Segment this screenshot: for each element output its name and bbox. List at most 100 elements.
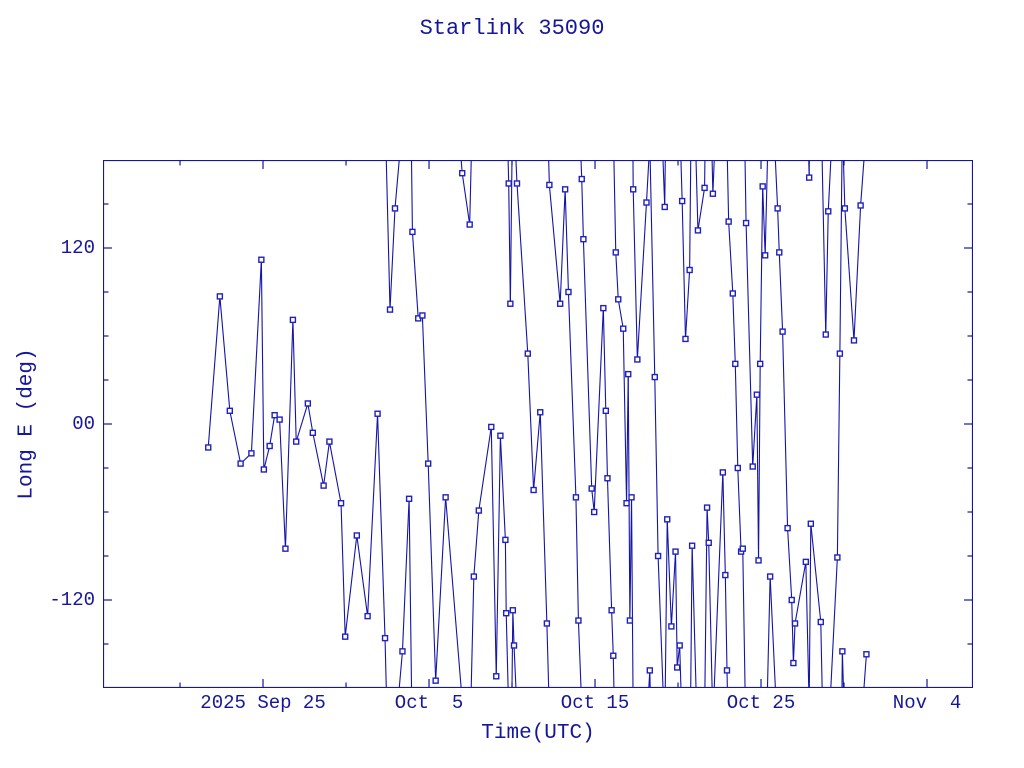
data-point-marker [572, 494, 580, 501]
data-line-segment [777, 208, 780, 253]
data-point-marker [625, 370, 632, 378]
data-line-segment [841, 651, 844, 688]
data-line-segment [445, 497, 462, 688]
data-point-marker [276, 416, 283, 423]
data-point-marker [742, 219, 750, 227]
data-line-segment [724, 575, 728, 671]
data-point-marker [863, 651, 870, 658]
data-line-segment [690, 545, 693, 688]
data-point-marker [580, 235, 587, 243]
data-line-segment [689, 160, 692, 271]
data-line-segment [495, 435, 501, 677]
data-line-segment [704, 507, 708, 688]
data-line-segment [820, 621, 823, 688]
data-point-marker [561, 186, 569, 193]
data-point-marker [615, 296, 622, 303]
x-tick-label: 2025 Sep 25 [200, 692, 326, 714]
data-line-segment [229, 410, 242, 464]
data-point-marker [791, 620, 799, 627]
data-point-marker [779, 328, 786, 335]
data-line-segment [469, 160, 472, 225]
data-line-segment [684, 269, 691, 339]
data-point-marker [497, 432, 504, 439]
data-point-marker [822, 331, 829, 338]
data-point-marker [839, 648, 846, 655]
data-point-marker [409, 228, 416, 236]
data-line-segment [367, 413, 379, 617]
data-point-marker [688, 542, 696, 549]
data-line-segment [435, 497, 447, 681]
data-point-marker [399, 648, 406, 655]
data-line-segment [580, 160, 583, 180]
data-point-marker [513, 180, 521, 187]
data-line-segment [654, 377, 659, 557]
data-line-segment [473, 510, 480, 577]
data-point-marker [510, 642, 518, 649]
data-line-segment [839, 160, 843, 354]
data-line-segment [808, 523, 812, 688]
data-point-marker [289, 316, 297, 324]
data-point-marker [753, 391, 761, 398]
data-point-marker [507, 300, 514, 307]
data-line-segment [744, 160, 747, 224]
data-line-segment [742, 548, 746, 688]
data-line-segment [794, 561, 807, 624]
data-line-segment [269, 415, 276, 447]
data-line-segment [670, 551, 677, 627]
data-point-marker [676, 642, 683, 649]
data-line-segment [548, 184, 561, 304]
data-line-segment [344, 535, 358, 637]
data-point-marker [459, 169, 466, 177]
data-line-segment [533, 412, 541, 491]
data-line-segment [513, 645, 517, 688]
data-line-segment [527, 353, 535, 491]
y-tick-label: 00 [72, 413, 95, 435]
data-point-marker [841, 205, 849, 212]
data-point-marker [432, 677, 439, 684]
data-point-marker [505, 180, 512, 187]
data-point-marker [672, 548, 679, 555]
data-point-marker [807, 520, 815, 527]
data-line-segment [691, 545, 697, 688]
data-line-segment [737, 467, 742, 552]
data-point-marker [620, 325, 627, 332]
data-line-segment [732, 293, 736, 364]
data-point-marker [509, 607, 517, 614]
data-point-marker [337, 500, 345, 507]
data-line-segment [356, 535, 369, 617]
data-point-marker [610, 652, 617, 659]
data-point-marker [634, 356, 641, 363]
data-point-marker [537, 409, 544, 416]
data-point-marker [488, 423, 495, 431]
data-point-marker [709, 190, 717, 197]
data-point-marker [493, 673, 500, 680]
data-point-marker [673, 664, 681, 671]
data-line-segment [752, 394, 758, 467]
data-line-segment [401, 498, 410, 652]
data-point-marker [643, 199, 650, 206]
data-point-marker [836, 350, 844, 357]
data-line-segment [611, 610, 614, 656]
data-line-segment [546, 623, 550, 688]
data-line-segment [421, 315, 429, 464]
data-line-segment [548, 160, 550, 185]
data-point-marker [258, 256, 265, 263]
data-line-segment [632, 189, 638, 360]
data-line-segment [774, 160, 779, 209]
data-line-segment [539, 412, 548, 624]
data-point-marker [590, 508, 598, 516]
data-line-segment [711, 160, 714, 194]
data-point-marker [466, 221, 473, 228]
data-line-segment [769, 576, 776, 688]
data-line-segment [575, 497, 579, 621]
data-line-segment [674, 551, 678, 668]
x-tick-label: Nov 4 [892, 692, 962, 714]
data-line-segment [836, 353, 841, 558]
data-line-segment [279, 419, 286, 549]
data-line-segment [695, 160, 699, 231]
data-point-marker [381, 634, 389, 642]
data-point-marker [623, 500, 630, 507]
data-line-segment [681, 201, 687, 339]
data-line-segment [666, 519, 672, 627]
data-point-marker [755, 557, 762, 564]
